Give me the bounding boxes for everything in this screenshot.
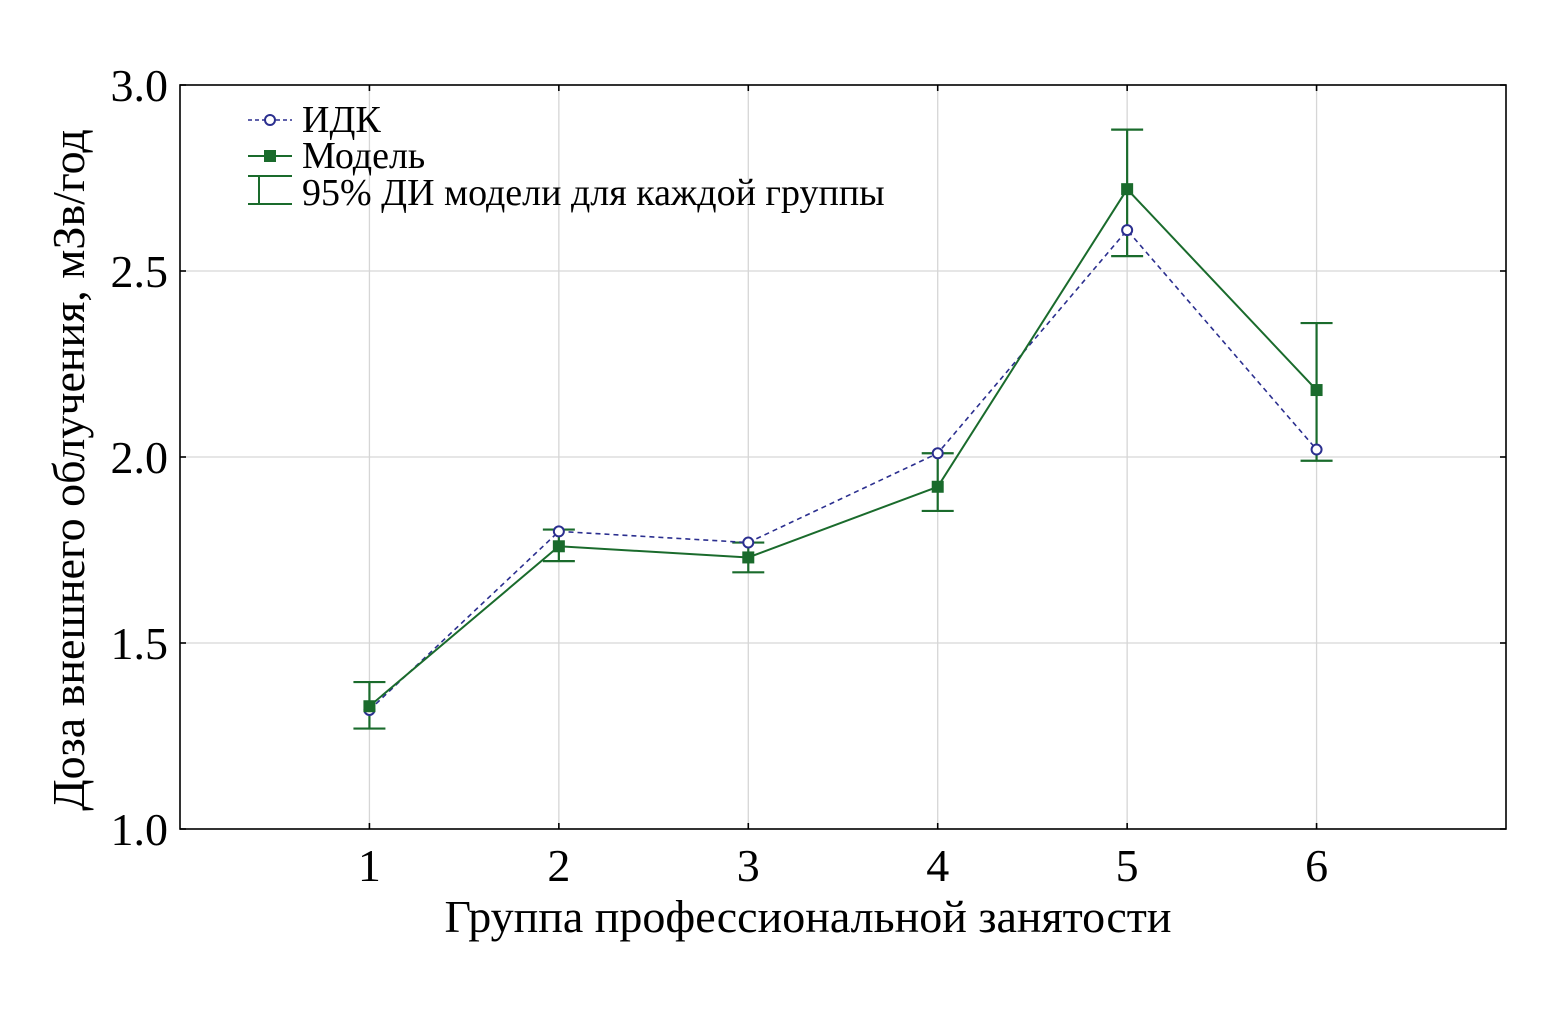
legend-label-model: Модель [302, 135, 425, 177]
data-point-idk [931, 447, 944, 460]
data-point-model [742, 551, 755, 564]
x-tick-label: 2 [547, 840, 570, 891]
x-tick-label: 6 [1305, 840, 1328, 891]
y-axis-title: Доза внешнего облучения, мЗв/год [43, 129, 94, 811]
legend-item-model: Модель [248, 135, 425, 177]
y-tick-label: 3.0 [111, 60, 169, 111]
legend-item-idk: ИДК [248, 99, 381, 141]
y-tick-label: 1.0 [111, 804, 169, 855]
series-line-model [368, 187, 1318, 708]
series-layer [353, 128, 1333, 730]
data-point-model [363, 700, 376, 713]
axis-ticks [180, 84, 1506, 830]
x-tick-labels: 1 2 3 4 5 6 [358, 840, 1328, 891]
data-point-idk [742, 536, 755, 549]
data-point-idk [1310, 443, 1323, 456]
x-tick-label: 5 [1116, 840, 1139, 891]
legend-item-ci: 95% ДИ модели для каждой группы [248, 172, 885, 214]
x-tick-label: 1 [358, 840, 381, 891]
x-axis-title: Группа профессиональной занятости [445, 891, 1172, 942]
series-markers-model [363, 183, 1323, 713]
series-markers-idk [363, 224, 1323, 716]
x-tick-label: 3 [737, 840, 760, 891]
data-point-idk [552, 525, 565, 538]
y-tick-labels: 1.0 1.5 2.0 2.5 3.0 [111, 60, 169, 855]
legend-label-idk: ИДК [302, 99, 381, 141]
data-point-model [1121, 183, 1134, 196]
y-tick-label: 1.5 [111, 618, 169, 669]
legend-label-ci: 95% ДИ модели для каждой группы [302, 172, 885, 214]
data-point-model [1310, 384, 1323, 397]
x-tick-label: 4 [926, 840, 949, 891]
series-line-idk [368, 228, 1318, 711]
data-point-model [931, 480, 944, 493]
legend: ИДК Модель 95% ДИ модели для каждой груп… [248, 99, 885, 214]
data-point-idk [1121, 224, 1134, 237]
data-point-model [552, 540, 565, 553]
y-tick-label: 2.5 [111, 246, 169, 297]
error-bars [353, 128, 1333, 730]
y-tick-label: 2.0 [111, 432, 169, 483]
